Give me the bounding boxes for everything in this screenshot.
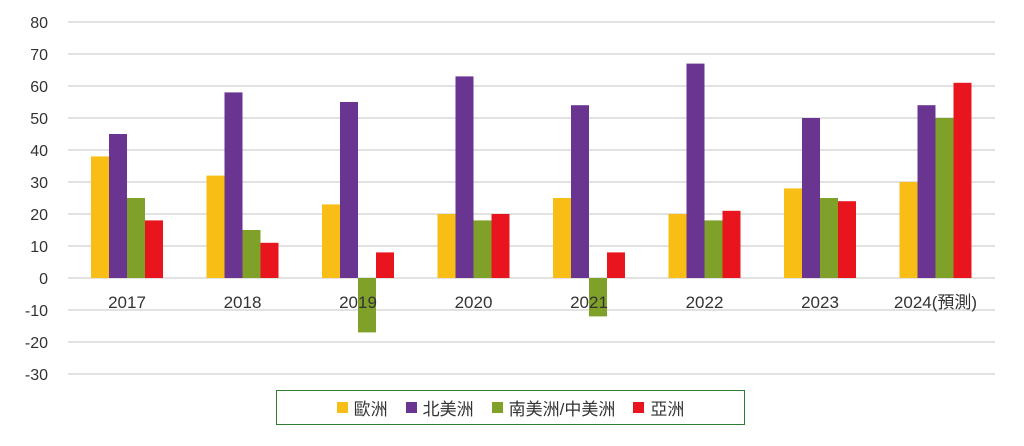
legend-swatch	[336, 402, 348, 413]
bar-0-2019	[322, 204, 340, 278]
bar-3-2018	[260, 242, 279, 278]
bar-1-2019	[340, 102, 358, 278]
bar-3-2020	[491, 214, 510, 278]
y-tick-label: 80	[30, 15, 48, 32]
y-tick-label: 40	[30, 143, 48, 160]
bar-2-2023	[820, 198, 838, 278]
bar-3-2019	[376, 252, 394, 278]
legend-item-latin-america: 南美洲/中美洲	[491, 395, 615, 420]
bar-2-2020	[473, 220, 492, 278]
x-tick-label: 2021	[570, 293, 608, 312]
bar-3-2017	[145, 220, 163, 278]
bar-3-2022	[722, 210, 741, 278]
x-tick-label: 2019	[339, 293, 377, 312]
bar-1-2021	[571, 105, 589, 278]
legend-item-europe: 歐洲	[336, 395, 388, 420]
legend-item-asia: 亞洲	[633, 395, 684, 420]
x-tick-label: 2018	[224, 293, 262, 312]
bar-0-2021	[553, 198, 571, 278]
bar-0-2018	[206, 175, 225, 278]
y-tick-label: 20	[30, 207, 48, 224]
legend-swatch	[633, 402, 645, 413]
x-tick-label: 2017	[108, 293, 146, 312]
x-tick-label: 2020	[455, 293, 493, 312]
y-tick-label: -30	[25, 367, 48, 384]
bar-0-2017	[91, 156, 109, 278]
y-tick-label: 10	[30, 239, 48, 256]
bar-1-2020	[455, 76, 474, 279]
bar-0-2022	[668, 214, 687, 278]
y-tick-label: -20	[25, 335, 48, 352]
legend-swatch	[405, 402, 417, 413]
bar-1-2017	[109, 134, 127, 278]
bar-0-2024(預測)	[899, 182, 918, 278]
bar-1-2022	[686, 63, 705, 278]
y-tick-label: 0	[39, 271, 48, 288]
bar-1-2023	[802, 118, 820, 278]
bar-2-2022	[704, 220, 723, 278]
y-tick-label: 50	[30, 111, 48, 128]
bar-3-2021	[607, 252, 625, 278]
legend-item-north-america: 北美洲	[405, 395, 474, 420]
bar-3-2024(預測)	[953, 82, 972, 278]
bar-2-2017	[127, 198, 145, 278]
y-tick-label: 60	[30, 79, 48, 96]
bar-1-2018	[224, 92, 243, 279]
y-tick-label: 30	[30, 175, 48, 192]
bar-0-2023	[784, 188, 802, 278]
y-tick-label: 70	[30, 47, 48, 64]
bar-2-2018	[242, 230, 261, 278]
x-tick-label: 2024(預測)	[894, 293, 977, 312]
bar-2-2019	[358, 278, 376, 333]
x-tick-label: 2022	[686, 293, 724, 312]
legend-swatch	[491, 402, 503, 413]
bar-1-2024(預測)	[917, 105, 936, 278]
x-tick-label: 2023	[801, 293, 839, 312]
bar-2-2021	[589, 278, 607, 317]
bar-2-2024(預測)	[935, 118, 954, 278]
legend: 歐洲 北美洲 南美洲/中美洲 亞洲	[276, 390, 745, 425]
bar-3-2023	[838, 201, 856, 278]
y-tick-label: -10	[25, 303, 48, 320]
bar-0-2020	[437, 214, 456, 278]
